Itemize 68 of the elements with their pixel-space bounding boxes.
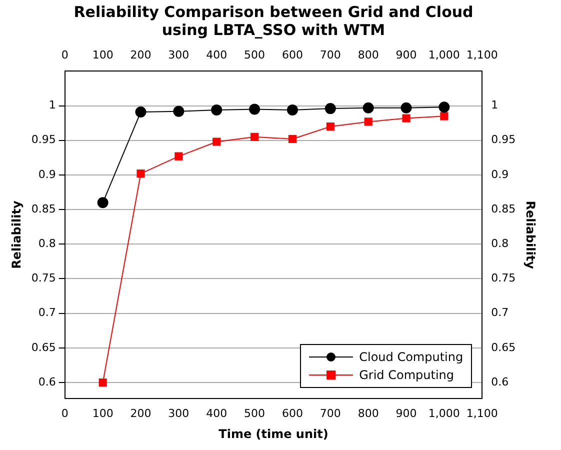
- y-tick-label: 1: [48, 98, 56, 112]
- y-tick-label: 0.6: [38, 375, 56, 388]
- x-tick-label: 300: [168, 406, 190, 420]
- point: [98, 378, 107, 387]
- y-tick-label: 0.7: [38, 306, 56, 320]
- x-tick-label: 400: [206, 406, 228, 420]
- x-axis-title: Time (time unit): [218, 426, 328, 441]
- x2-tick-label: 200: [130, 48, 152, 62]
- point: [326, 122, 334, 131]
- point: [174, 152, 183, 160]
- x2-tick-label: 900: [396, 48, 417, 62]
- x2-tick-label: 0: [61, 48, 68, 62]
- x2-tick-label: 400: [206, 48, 228, 62]
- y2-tick-label: 1: [491, 98, 498, 112]
- y2-axis-title: Reliability: [524, 200, 538, 270]
- y-tick-label: 0.95: [31, 133, 56, 146]
- x2-tick-label: 500: [244, 48, 266, 62]
- x-tick-label: 800: [358, 406, 379, 420]
- y-axis-title: Reliability: [9, 200, 24, 269]
- point: [250, 132, 259, 141]
- point: [362, 102, 374, 114]
- y2-tick-label: 0.65: [491, 340, 516, 354]
- x-tick-label: 900: [396, 406, 417, 420]
- point: [249, 104, 260, 115]
- x-tick-label: 700: [320, 406, 341, 420]
- y2-tick-label: 0.7: [491, 306, 509, 320]
- y2-tick-label: 0.6: [491, 375, 509, 388]
- y-tick-label: 0.65: [31, 340, 56, 354]
- x-tick-label: 200: [130, 406, 152, 420]
- point: [211, 104, 222, 116]
- x2-tick-label: 800: [358, 48, 379, 62]
- point: [438, 102, 450, 113]
- point: [97, 197, 108, 208]
- x2-tick-label: 1,000: [428, 48, 460, 62]
- point: [402, 114, 410, 122]
- x2-tick-label: 600: [282, 48, 303, 62]
- y2-tick-label: 0.8: [491, 237, 509, 250]
- x2-tick-label: 700: [320, 48, 341, 62]
- y-tick-label: 0.75: [31, 272, 56, 285]
- y2-tick-label: 0.9: [491, 168, 509, 181]
- legend-label: Grid Computing: [359, 368, 454, 382]
- y-tick-label: 0.85: [31, 202, 56, 216]
- x-tick-label: 0: [61, 406, 68, 420]
- point: [136, 170, 145, 178]
- point: [135, 106, 146, 118]
- point: [440, 112, 448, 120]
- x-tick-label: 600: [282, 406, 303, 420]
- point: [364, 118, 372, 126]
- x-tick-label: 1,100: [466, 406, 498, 420]
- y2-tick-label: 0.85: [491, 202, 516, 216]
- x2-tick-label: 1,100: [466, 48, 498, 62]
- point: [400, 102, 412, 114]
- legend-label: Cloud Computing: [359, 350, 464, 364]
- x-tick-label: 500: [244, 406, 266, 420]
- chart-title: Reliability Comparison between Grid and Cloud using LBTA_SSO with WTM: [74, 2, 474, 39]
- point: [324, 103, 336, 114]
- y2-tick-label: 0.75: [491, 272, 516, 285]
- x-tick-label: 1,000: [428, 406, 460, 420]
- point: [173, 106, 184, 117]
- point: [212, 138, 221, 146]
- y2-tick-label: 0.95: [491, 133, 516, 146]
- point: [288, 134, 296, 144]
- x2-tick-label: 300: [168, 48, 190, 62]
- y-tick-label: 0.9: [38, 168, 56, 181]
- point: [286, 104, 298, 116]
- x-tick-label: 100: [92, 406, 114, 420]
- x2-tick-label: 100: [92, 48, 114, 62]
- y-tick-label: 0.8: [38, 237, 56, 250]
